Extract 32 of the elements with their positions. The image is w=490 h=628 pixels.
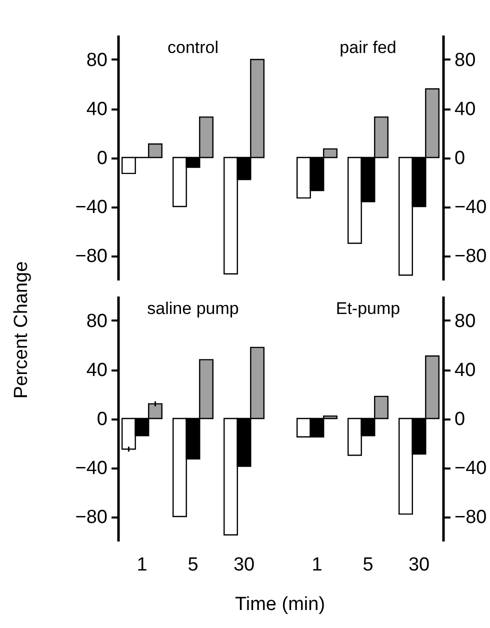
chart-title: Et-pump (336, 299, 400, 318)
x-tick-label: 30 (233, 554, 255, 576)
y-tick-label: −80 (454, 507, 487, 528)
y-tick-label: 80 (86, 311, 108, 332)
y-tick-label: −80 (454, 246, 487, 267)
chart-title: saline pump (147, 299, 239, 318)
y-tick-label: 40 (86, 360, 108, 381)
y-tick-label: −80 (75, 246, 108, 267)
y-tick-label: 40 (454, 99, 476, 120)
x-tick-label: 5 (188, 554, 198, 576)
chart-title: pair fed (340, 38, 396, 57)
y-tick-label: 0 (454, 409, 466, 430)
y-tick-label: 80 (454, 50, 476, 71)
y-tick-label: 40 (454, 360, 476, 381)
x-tick-label: 30 (408, 554, 430, 576)
x-tick-label: 1 (136, 554, 148, 576)
y-tick-label: 0 (96, 148, 108, 169)
y-tick-label: 80 (454, 311, 476, 332)
y-tick-label: −40 (454, 458, 487, 479)
y-tick-label: 80 (86, 50, 108, 71)
x-tick-label: 5 (362, 554, 374, 576)
y-tick-label: 0 (454, 148, 466, 169)
y-tick-label: 40 (86, 99, 108, 120)
y-tick-label: −40 (454, 197, 487, 218)
y-tick-label: −40 (75, 458, 108, 479)
y-axis-title: Percent Change (11, 261, 33, 399)
y-tick-label: −40 (75, 197, 108, 218)
y-tick-label: −80 (75, 507, 108, 528)
chart-title: control (167, 38, 219, 57)
x-tick-label: 1 (312, 554, 322, 576)
x-axis-title: Time (min) (234, 594, 326, 616)
y-tick-label: 0 (96, 409, 108, 430)
